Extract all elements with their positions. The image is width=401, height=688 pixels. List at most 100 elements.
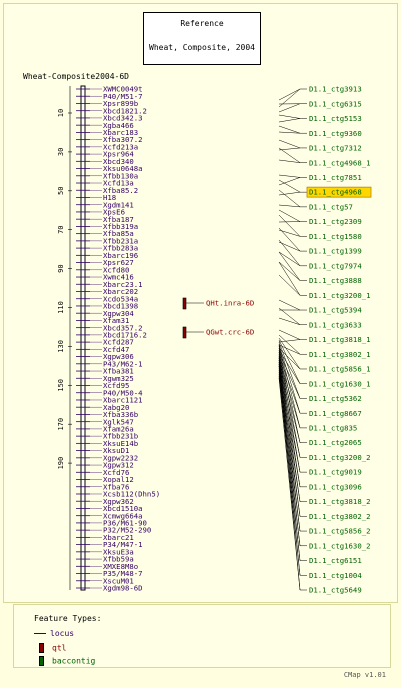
contig-label[interactable]: D1.1_ctg57 [309,202,353,211]
locus-label[interactable]: P36/M61-90 [103,519,147,528]
contig-label[interactable]: D1.1_ctg5856_1 [309,365,371,374]
contig-label[interactable]: D1.1_ctg3802_2 [309,512,371,521]
qtl-bar[interactable] [182,326,187,339]
locus-label[interactable]: Xcfd287 [103,338,134,347]
locus-label[interactable]: Xcmwg664a [103,511,143,520]
locus-label[interactable]: XksuE14b [103,439,138,448]
locus-label[interactable]: Xcfd76 [103,468,129,477]
contig-label[interactable]: D1.1_ctg2065 [309,438,362,447]
locus-label[interactable]: Xfba187 [103,215,134,224]
locus-label[interactable]: Xfbb231a [103,236,138,245]
locus-label[interactable]: XksuD1 [103,446,129,455]
qtl-label[interactable]: QGwt.crc-6D [206,328,254,337]
locus-label[interactable]: Xbcd340 [103,157,134,166]
qtl-bar[interactable] [182,297,187,310]
contig-label[interactable]: D1.1_ctg3200_1 [309,291,371,300]
locus-label[interactable]: Xfba307.2 [103,135,143,144]
locus-label[interactable]: XWMC0049t [103,85,143,94]
locus-label[interactable]: Xgba466 [103,121,134,130]
locus-label[interactable]: Xbcd1510a [103,504,143,513]
locus-label[interactable]: Xcdo534a [103,294,138,303]
contig-label[interactable]: D1.1_ctg5856_2 [309,527,371,536]
locus-label[interactable]: Xcfd13a [103,179,134,188]
locus-label[interactable]: P40/M50-4 [103,388,143,397]
locus-label[interactable]: Xcfd213a [103,142,138,151]
locus-label[interactable]: XpsE6 [103,208,125,217]
contig-label[interactable]: D1.1_ctg6315 [309,99,362,108]
contig-label[interactable]: D1.1_ctg1004 [309,571,362,580]
locus-label[interactable]: Xwmc416 [103,273,134,282]
contig-label[interactable]: D1.1_ctg3633 [309,320,362,329]
contig-label[interactable]: D1.1_ctg5394 [309,306,362,315]
locus-label[interactable]: Xfbb59a [103,555,134,564]
locus-label[interactable]: Xgdm141 [103,200,134,209]
locus-label[interactable]: Xbcd342.3 [103,114,143,123]
locus-label[interactable]: Xfam26a [103,424,134,433]
locus-label[interactable]: Xfba381 [103,367,134,376]
contig-label[interactable]: D1.1_ctg5153 [309,114,362,123]
contig-label[interactable]: D1.1_ctg4968 [309,188,362,197]
contig-label[interactable]: D1.1_ctg1630_1 [309,379,371,388]
contig-label[interactable]: D1.1_ctg1630_2 [309,541,371,550]
locus-label[interactable]: Xfba336b [103,410,138,419]
locus-label[interactable]: XscuM01 [103,576,134,585]
contig-label[interactable]: D1.1_ctg2309 [309,217,362,226]
contig-label[interactable]: D1.1_ctg5649 [309,586,362,595]
locus-label[interactable]: Xbcd1821.2 [103,106,147,115]
contig-label[interactable]: D1.1_ctg4968_1 [309,158,371,167]
locus-label[interactable]: Xbarc183 [103,128,138,137]
locus-label[interactable]: Xksu0648a [103,164,143,173]
locus-label[interactable]: Xpsr627 [103,258,134,267]
locus-label[interactable]: Xgpw312 [103,461,134,470]
locus-label[interactable]: Xcsb112(Dhn5) [103,490,160,499]
locus-label[interactable]: Xfba76 [103,482,129,491]
locus-label[interactable]: Xbcd357.2 [103,323,143,332]
locus-label[interactable]: Xgpw2232 [103,453,138,462]
locus-label[interactable]: Xfba85a [103,229,134,238]
locus-label[interactable]: Xfbb319a [103,222,138,231]
contig-label[interactable]: D1.1_ctg6151 [309,556,362,565]
locus-label[interactable]: Xfba85.2 [103,186,138,195]
locus-label[interactable]: Xgpw306 [103,352,134,361]
contig-label[interactable]: D1.1_ctg5362 [309,394,362,403]
locus-label[interactable]: Xfam31 [103,316,129,325]
locus-label[interactable]: Xbcd1398 [103,302,138,311]
locus-label[interactable]: Xgdm98-6D [103,584,143,593]
contig-label[interactable]: D1.1_ctg1580 [309,232,362,241]
locus-label[interactable]: Xfbb231b [103,432,138,441]
locus-label[interactable]: P43/M62-1 [103,359,143,368]
locus-label[interactable]: Xcfd47 [103,345,129,354]
locus-label[interactable]: Xbarc1121 [103,396,143,405]
locus-label[interactable]: P35/M48-7 [103,569,143,578]
contig-label[interactable]: D1.1_ctg7312 [309,144,362,153]
contig-label[interactable]: D1.1_ctg835 [309,424,357,433]
contig-label[interactable]: D1.1_ctg3818_1 [309,335,371,344]
locus-label[interactable]: Xbarc202 [103,287,138,296]
locus-label[interactable]: P32/M52-290 [103,526,151,535]
locus-label[interactable]: XksuE3a [103,547,134,556]
locus-label[interactable]: Xbarc23.1 [103,280,143,289]
locus-label[interactable]: Xbarc196 [103,251,138,260]
contig-label[interactable]: D1.1_ctg9360 [309,129,362,138]
chromosome-bar[interactable] [80,85,86,591]
locus-label[interactable]: P40/M51-7 [103,92,143,101]
contig-label[interactable]: D1.1_ctg3096 [309,482,362,491]
contig-label[interactable]: D1.1_ctg9019 [309,468,362,477]
locus-label[interactable]: Xpsr964 [103,150,134,159]
contig-label[interactable]: D1.1_ctg1399 [309,247,362,256]
locus-label[interactable]: Xbarc21 [103,533,134,542]
contig-label[interactable]: D1.1_ctg3888 [309,276,362,285]
contig-label[interactable]: D1.1_ctg7851 [309,173,362,182]
locus-label[interactable]: Xbcd1716.2 [103,330,147,339]
locus-label[interactable]: Xgwm325 [103,374,134,383]
locus-label[interactable]: Xabg20 [103,403,129,412]
contig-label[interactable]: D1.1_ctg3818_2 [309,497,371,506]
contig-label[interactable]: D1.1_ctg8667 [309,409,362,418]
locus-label[interactable]: Xfbb130a [103,171,138,180]
contig-label[interactable]: D1.1_ctg3913 [309,85,362,94]
locus-label[interactable]: XMXE8M8o [103,562,138,571]
locus-label[interactable]: P34/M47-1 [103,540,143,549]
locus-label[interactable]: Xfbb283a [103,244,138,253]
locus-label[interactable]: Xopal12 [103,475,134,484]
map-title[interactable]: Wheat-Composite2004-6D [23,72,129,81]
